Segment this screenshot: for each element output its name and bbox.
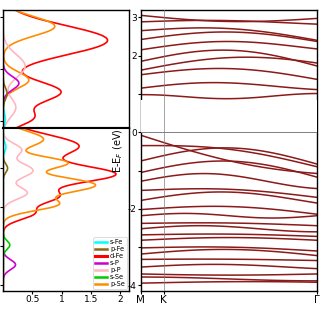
Bar	[141, 100, 317, 132]
Legend: s-Fe, p-Fe, d-Fe, s-P, p-P, s-Se, p-Se: s-Fe, p-Fe, d-Fe, s-P, p-P, s-Se, p-Se	[93, 237, 127, 289]
Y-axis label: E-E$_F$ (eV): E-E$_F$ (eV)	[111, 128, 125, 173]
